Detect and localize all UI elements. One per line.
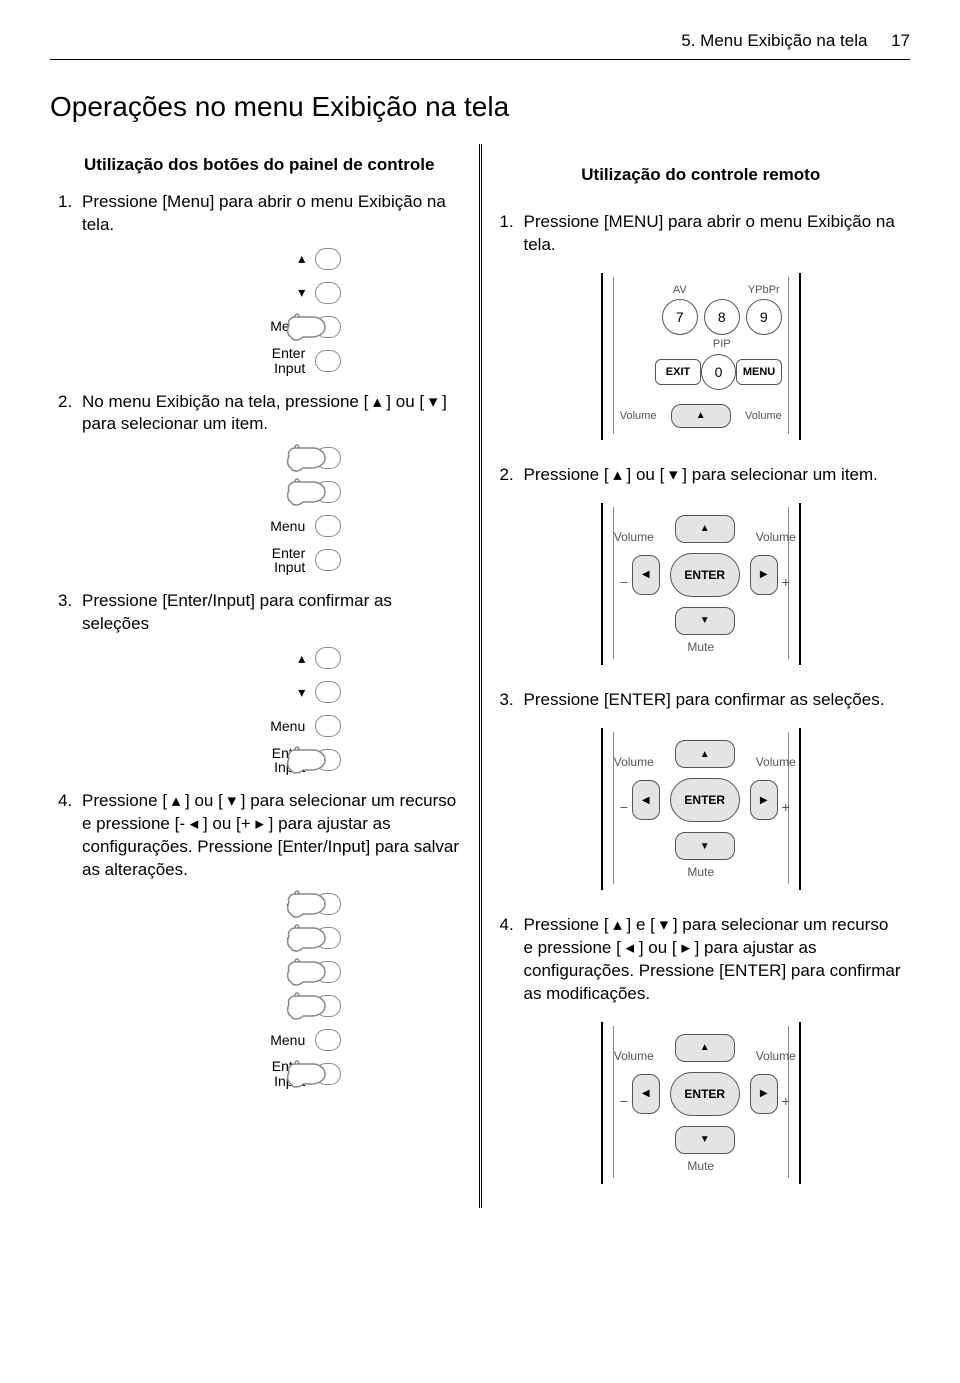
panel-down-btn <box>315 282 341 304</box>
remote-8: 8 <box>704 299 740 335</box>
columns: Utilização dos botões do painel de contr… <box>50 144 910 1209</box>
hand-icon <box>285 442 329 472</box>
right-illus2: Volume Volume − + ▲ ◀ ENTER ▶ ▼ Mute <box>500 495 903 673</box>
up-arrow-icon: ▲ <box>696 409 706 423</box>
left-illus4: + ▸ − ◂ ▴ ▾ Menu EnterInput <box>58 890 461 1088</box>
right-step3: 3. Pressione [ENTER] para confirmar as s… <box>500 689 903 712</box>
remote-enter: ENTER <box>670 553 740 597</box>
right-illus1: AV YPbPr 7 8 9 PIP E <box>500 265 903 449</box>
right-step4: 4. Pressione [ ▴ ] e [ ▾ ] para selecion… <box>500 914 903 1006</box>
hand-icon <box>285 476 329 506</box>
panel-up-btn <box>315 248 341 270</box>
left-arrow-icon: ◀ <box>642 568 650 582</box>
right-illus4: Volume Volume − + ▲ ◀ ENTER ▶ ▼ Mute <box>500 1014 903 1192</box>
down-arrow-icon: ▼ <box>700 614 710 628</box>
page-title: Operações no menu Exibição na tela <box>50 88 910 126</box>
left-illus2: ▴ ▾ Menu EnterInput <box>58 444 461 574</box>
right-step1: 1. Pressione [MENU] para abrir o menu Ex… <box>500 211 903 257</box>
right-step2: 2. Pressione [ ▴ ] ou [ ▾ ] para selecio… <box>500 464 903 487</box>
hand-icon <box>285 1058 329 1088</box>
left-header: Utilização dos botões do painel de contr… <box>58 144 461 191</box>
right-column: Utilização do controle remoto 1. Pressio… <box>486 144 911 1209</box>
left-illus1: ▴ ▾ Menu EnterInput <box>58 245 461 375</box>
hand-icon <box>285 888 329 918</box>
right-illus3: Volume Volume − + ▲ ◀ ENTER ▶ ▼ Mute <box>500 720 903 898</box>
right-header: Utilização do controle remoto <box>500 144 903 211</box>
left-illus3: ▴ ▾ Menu EnterInput <box>58 644 461 774</box>
up-arrow-icon: ▲ <box>700 522 710 536</box>
column-divider <box>479 144 482 1209</box>
left-step4: 4. Pressione [ ▴ ] ou [ ▾ ] para selecio… <box>58 790 461 882</box>
hand-icon <box>285 956 329 986</box>
remote-exit: EXIT <box>655 359 700 385</box>
panel-enter-btn <box>315 350 341 372</box>
hand-icon <box>285 311 329 341</box>
remote-7: 7 <box>662 299 698 335</box>
left-step3: 3. Pressione [Enter/Input] para confirma… <box>58 590 461 636</box>
remote-9: 9 <box>746 299 782 335</box>
hand-icon <box>285 922 329 952</box>
hand-icon <box>285 744 329 774</box>
page-number: 17 <box>891 31 910 50</box>
left-step1: 1. Pressione [Menu] para abrir o menu Ex… <box>58 191 461 237</box>
section-label: 5. Menu Exibição na tela <box>681 31 867 50</box>
page-header: 5. Menu Exibição na tela 17 <box>50 30 910 60</box>
hand-icon <box>285 990 329 1020</box>
remote-0: 0 <box>701 354 737 390</box>
right-arrow-icon: ▶ <box>760 568 768 582</box>
remote-dpad: Volume Volume − + ▲ ◀ ENTER ▶ ▼ <box>620 515 790 635</box>
left-step2: 2. No menu Exibição na tela, pressione [… <box>58 391 461 437</box>
remote-dpad: Volume Volume − + ▲ ◀ ENTER ▶ ▼ <box>620 740 790 860</box>
remote-menu: MENU <box>736 359 781 385</box>
remote-dpad: Volume Volume − + ▲ ◀ ENTER ▶ ▼ <box>620 1034 790 1154</box>
left-column: Utilização dos botões do painel de contr… <box>50 144 475 1209</box>
